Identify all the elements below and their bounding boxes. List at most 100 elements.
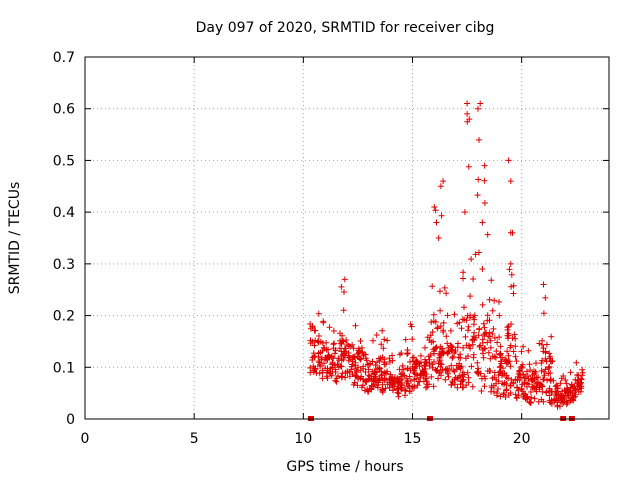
- data-point: [372, 362, 379, 369]
- y-tick-label: 0: [66, 412, 75, 428]
- data-point: [529, 385, 536, 391]
- data-point: [366, 375, 373, 382]
- data-point: [341, 352, 348, 359]
- data-point: [435, 235, 442, 241]
- data-point: [505, 352, 512, 359]
- data-point: [563, 401, 570, 408]
- data-point: [539, 337, 546, 344]
- data-point: [510, 348, 517, 355]
- data-point: [525, 381, 532, 388]
- y-tick-label: 0.1: [53, 360, 75, 376]
- tick-labels-layer: 0 0.1 0.2 0.3 0.4 0.5 0.6 0.7 0 5 10 15 20: [53, 50, 531, 447]
- data-point: [534, 380, 541, 387]
- data-point: [503, 386, 510, 393]
- data-point: [360, 382, 366, 389]
- data-point: [440, 319, 447, 326]
- data-point: [548, 389, 555, 395]
- data-point: [497, 343, 504, 350]
- data-point: [513, 358, 520, 365]
- data-point: [370, 337, 376, 344]
- data-point: [545, 365, 552, 372]
- data-point: [451, 311, 458, 318]
- data-point: [389, 352, 396, 359]
- data-point: [495, 378, 502, 385]
- data-point: [414, 382, 421, 389]
- data-point: [417, 352, 424, 359]
- data-point: [475, 105, 481, 112]
- data-point: [547, 399, 554, 406]
- ticks-layer: [84, 56, 609, 420]
- data-point: [502, 356, 509, 363]
- data-point: [435, 375, 442, 382]
- data-point: [398, 386, 405, 392]
- data-point: [543, 341, 550, 348]
- data-point: [319, 375, 326, 382]
- data-point: [426, 356, 433, 363]
- data-point: [568, 381, 575, 388]
- data-point: [331, 340, 338, 347]
- data-point: [512, 353, 519, 360]
- data-point: [375, 379, 382, 386]
- data-point: [494, 390, 501, 396]
- data-point: [490, 388, 497, 395]
- data-point: [456, 372, 463, 379]
- data-point: [402, 336, 409, 343]
- data-point: [519, 361, 526, 368]
- data-point: [378, 368, 385, 375]
- data-point: [432, 344, 439, 351]
- data-point: [433, 219, 440, 226]
- data-point: [467, 345, 474, 352]
- data-point: [349, 356, 356, 363]
- data-point: [395, 381, 402, 388]
- data-point: [355, 347, 362, 354]
- data-point: [315, 339, 322, 346]
- data-point: [413, 375, 420, 382]
- data-point: [389, 357, 396, 364]
- data-point: [506, 358, 513, 365]
- data-point: [375, 355, 382, 362]
- data-point: [554, 385, 561, 391]
- data-point: [480, 320, 487, 327]
- data-point: [420, 378, 427, 385]
- data-point: [335, 355, 342, 362]
- data-point: [496, 312, 503, 319]
- data-point: [459, 316, 466, 323]
- y-tick-label: 0.6: [53, 102, 75, 118]
- data-point: [365, 366, 372, 373]
- data-point: [345, 342, 352, 349]
- data-point: [507, 178, 514, 185]
- data-point: [399, 370, 406, 377]
- data-point: [470, 333, 477, 340]
- data-point: [464, 100, 471, 107]
- data-point: [494, 339, 501, 346]
- data-point: [381, 336, 388, 343]
- data-point: [520, 343, 527, 350]
- data-point: [536, 340, 543, 347]
- data-point: [431, 358, 437, 365]
- data-point: [411, 383, 418, 390]
- data-point: [429, 283, 436, 290]
- data-point: [540, 376, 547, 383]
- data-point: [315, 358, 322, 365]
- data-point: [307, 369, 314, 376]
- data-point: [574, 372, 581, 378]
- data-point: [448, 381, 455, 388]
- data-point: [399, 362, 406, 369]
- data-point: [376, 376, 383, 383]
- data-point: [541, 372, 548, 379]
- data-point: [437, 183, 444, 190]
- data-point: [316, 333, 322, 339]
- data-point: [477, 342, 484, 349]
- data-point: [513, 384, 520, 391]
- data-point: [466, 116, 473, 123]
- data-point: [353, 373, 360, 380]
- data-point: [362, 369, 369, 375]
- data-point: [555, 391, 562, 398]
- data-point: [332, 369, 339, 375]
- data-point: [454, 375, 461, 382]
- data-point: [470, 276, 477, 282]
- data-point: [374, 382, 381, 389]
- data-point: [326, 324, 333, 331]
- data-point: [439, 348, 446, 355]
- data-point: [423, 375, 430, 382]
